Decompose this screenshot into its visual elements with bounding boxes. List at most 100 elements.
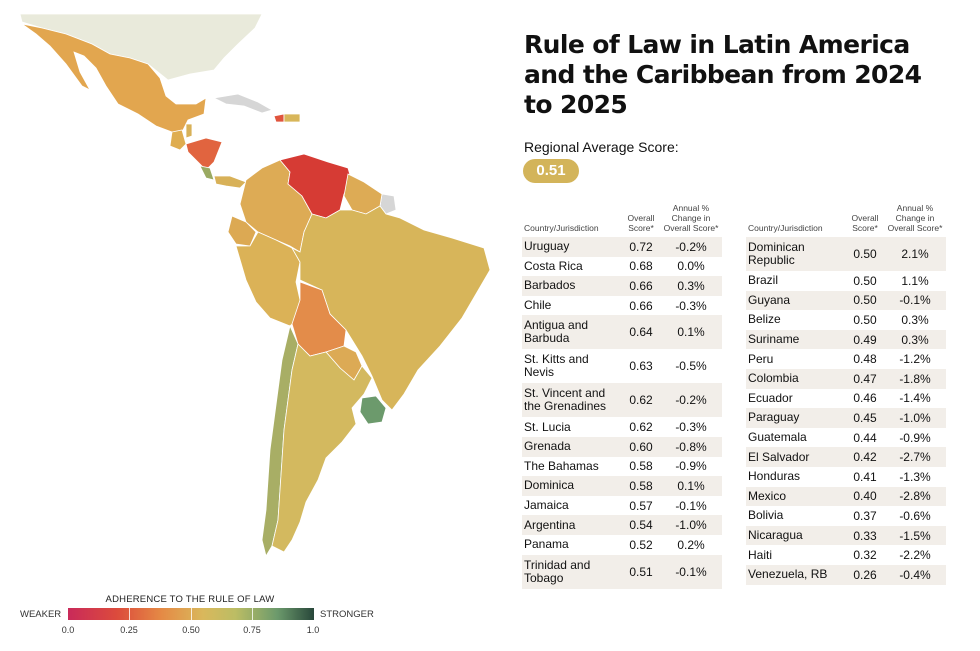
score-cell: 0.58 — [629, 459, 653, 474]
legend-tick — [129, 608, 130, 620]
change-cell: -1.4% — [899, 391, 931, 406]
score-cell: 0.46 — [853, 391, 877, 406]
region-panama — [213, 175, 247, 189]
country-cell: Grenada — [524, 439, 571, 454]
country-cell: Ecuador — [748, 390, 793, 405]
legend-title: ADHERENCE TO THE RULE OF LAW — [105, 594, 275, 605]
country-cell: Honduras — [748, 469, 801, 484]
table-row: Panama 0.52 0.2% — [522, 535, 722, 555]
country-cell: Dominican Republic — [748, 240, 805, 267]
table-row: St. Lucia 0.62 -0.3% — [522, 417, 722, 437]
change-cell: -1.0% — [675, 518, 707, 533]
table-row: St. Vincent and the Grenadines 0.62 -0.2% — [522, 383, 722, 418]
region-cuba — [212, 93, 274, 114]
country-cell: Mexico — [748, 488, 787, 503]
legend-tick-label: 0.0 — [61, 625, 75, 635]
country-cell: Chile — [524, 298, 552, 313]
country-cell: Bolivia — [748, 508, 784, 523]
change-cell: -2.2% — [899, 548, 931, 563]
table-row: Haiti 0.32 -2.2% — [746, 545, 946, 565]
change-cell: 1.1% — [901, 273, 929, 288]
country-cell: St. Lucia — [524, 419, 571, 434]
table-body: Dominican Republic 0.50 2.1% Brazil 0.50 1.1%… — [746, 237, 946, 585]
change-cell: -0.2% — [675, 393, 707, 408]
change-cell: -0.6% — [899, 508, 931, 523]
table-row: Dominica 0.58 0.1% — [522, 476, 722, 496]
score-cell: 0.51 — [629, 564, 653, 579]
header-change: Annual % Change in Overall Score* — [887, 203, 943, 233]
ranking-table-right: Country/Jurisdiction Overall Score* Annu… — [746, 200, 946, 585]
country-cell: The Bahamas — [524, 458, 599, 473]
table-header: Country/Jurisdiction Overall Score* Annu… — [746, 200, 946, 237]
table-row: Honduras 0.41 -1.3% — [746, 467, 946, 487]
table-row: Argentina 0.54 -1.0% — [522, 515, 722, 535]
table-row: Peru 0.48 -1.2% — [746, 349, 946, 369]
legend-stronger-label: STRONGER — [320, 609, 374, 620]
change-cell: 0.3% — [901, 332, 929, 347]
regional-average-label: Regional Average Score: — [524, 139, 679, 155]
table-row: Suriname 0.49 0.3% — [746, 329, 946, 350]
country-cell: Paraguay — [748, 410, 800, 425]
table-row: Antigua and Barbuda 0.64 0.1% — [522, 315, 722, 350]
header-change: Annual % Change in Overall Score* — [663, 203, 719, 233]
region-dominican-republic — [283, 113, 301, 123]
country-cell: Brazil — [748, 273, 779, 288]
header-score: Overall Score* — [851, 213, 879, 233]
region-costa-rica — [199, 165, 215, 181]
score-cell: 0.26 — [853, 567, 877, 582]
legend-tick-label: 0.50 — [182, 625, 200, 635]
table-row: Costa Rica 0.68 0.0% — [522, 257, 722, 277]
latin-america-map — [19, 13, 491, 558]
change-cell: -0.3% — [675, 298, 707, 313]
change-cell: -0.1% — [675, 498, 707, 513]
change-cell: -0.9% — [899, 430, 931, 445]
table-row: Belize 0.50 0.3% — [746, 310, 946, 330]
change-cell: -2.7% — [899, 450, 931, 465]
country-cell: Uruguay — [524, 239, 570, 254]
score-cell: 0.42 — [853, 450, 877, 465]
score-cell: 0.62 — [629, 420, 653, 435]
change-cell: -2.8% — [899, 489, 931, 504]
change-cell: 0.1% — [677, 478, 705, 493]
country-cell: Trinidad and Tobago — [524, 557, 591, 585]
change-cell: -0.1% — [675, 564, 707, 579]
change-cell: 0.2% — [677, 537, 705, 552]
region-uruguay — [359, 395, 387, 425]
region-argentina — [271, 343, 373, 553]
score-cell: 0.47 — [853, 371, 877, 386]
score-cell: 0.58 — [629, 478, 653, 493]
score-cell: 0.72 — [629, 239, 653, 254]
table-row: Jamaica 0.57 -0.1% — [522, 496, 722, 516]
score-cell: 0.44 — [853, 430, 877, 445]
table-row: Chile 0.66 -0.3% — [522, 296, 722, 316]
score-cell: 0.62 — [629, 393, 653, 408]
table-row: St. Kitts and Nevis 0.63 -0.5% — [522, 349, 722, 383]
table-row: El Salvador 0.42 -2.7% — [746, 447, 946, 467]
country-cell: Panama — [524, 537, 569, 552]
table-header: Country/Jurisdiction Overall Score* Annu… — [522, 200, 722, 237]
table-row: Venezuela, RB 0.26 -0.4% — [746, 564, 946, 585]
table-row: The Bahamas 0.58 -0.9% — [522, 457, 722, 477]
table-row: Brazil 0.50 1.1% — [746, 271, 946, 291]
regional-average-badge: 0.51 — [523, 159, 579, 183]
country-cell: Haiti — [748, 547, 773, 562]
score-cell: 0.50 — [853, 312, 877, 327]
table-row: Uruguay 0.72 -0.2% — [522, 237, 722, 257]
score-cell: 0.45 — [853, 410, 877, 425]
score-cell: 0.64 — [629, 325, 653, 340]
country-cell: El Salvador — [748, 449, 810, 464]
score-cell: 0.52 — [629, 537, 653, 552]
table-row: Grenada 0.60 -0.8% — [522, 436, 722, 457]
score-cell: 0.50 — [853, 247, 877, 261]
legend-tick-label: 0.25 — [120, 625, 138, 635]
score-cell: 0.40 — [853, 489, 877, 504]
score-cell: 0.68 — [629, 259, 653, 274]
header-country: Country/Jurisdiction — [748, 223, 823, 233]
country-cell: Dominica — [524, 478, 575, 493]
legend-tick-label: 1.0 — [306, 625, 320, 635]
change-cell: 0.3% — [677, 278, 705, 293]
region-peru — [235, 231, 301, 327]
table-row: Bolivia 0.37 -0.6% — [746, 506, 946, 526]
header-country: Country/Jurisdiction — [524, 223, 599, 233]
change-cell: 0.1% — [677, 325, 705, 340]
